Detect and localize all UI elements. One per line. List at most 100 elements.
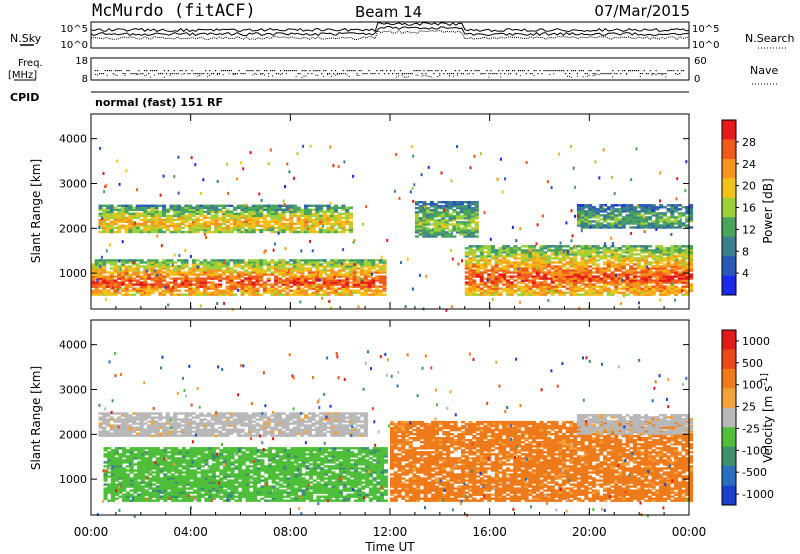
scatter-cell	[129, 485, 134, 488]
freq-dot	[236, 73, 238, 75]
scatter-cell	[337, 279, 342, 282]
scatter-cell	[655, 249, 660, 252]
scatter-cell	[132, 283, 137, 286]
nave-dot	[334, 74, 336, 76]
scatter-cell	[345, 263, 350, 266]
power-ylabel: Slant Range [km]	[29, 159, 43, 263]
scatter-cell	[441, 201, 446, 204]
scatter-cell	[595, 291, 600, 294]
scatter-cell	[206, 267, 211, 270]
scatter-cell	[259, 265, 264, 268]
scatter-cell	[225, 289, 230, 292]
scatter-cell	[170, 451, 175, 454]
scatter-cell	[140, 477, 145, 480]
scatter-cell	[670, 269, 675, 272]
scatter-cell	[677, 275, 682, 278]
scatter-cell	[255, 291, 260, 294]
scatter-cell	[532, 263, 537, 266]
scatter-cell	[307, 218, 312, 222]
scatter-cell	[233, 226, 238, 230]
scatter-cell	[270, 271, 275, 274]
scatter-cell	[124, 224, 129, 228]
scatter-cell	[188, 208, 193, 211]
scatter-cell	[670, 220, 675, 223]
scatter-cell	[651, 214, 656, 217]
scatter-cell	[285, 277, 290, 280]
freq-dot	[333, 73, 335, 75]
scatter-cell	[225, 279, 230, 282]
scatter-cell	[307, 261, 312, 264]
freq-dot	[338, 73, 341, 75]
scatter-cell	[651, 261, 656, 264]
scatter-cell	[677, 261, 682, 264]
scatter-cell	[174, 495, 179, 498]
scatter-cell	[606, 281, 611, 284]
scatter-cell	[251, 283, 256, 286]
scatter-cell	[139, 293, 144, 296]
scatter-cell	[345, 279, 350, 282]
scatter-cell	[135, 206, 140, 209]
nave-dot	[295, 76, 297, 78]
scatter-cell	[341, 224, 346, 228]
scatter-cell	[632, 222, 637, 225]
scatter-speckle	[602, 205, 605, 209]
scatter-cell	[681, 279, 686, 282]
scatter-cell	[163, 455, 168, 458]
scatter-cell	[169, 222, 174, 226]
scatter-cell	[296, 271, 301, 274]
scatter-cell	[640, 214, 645, 217]
scatter-cell	[580, 245, 585, 248]
scatter-cell	[670, 255, 675, 258]
scatter-cell	[666, 222, 671, 225]
scatter-cell	[167, 487, 172, 490]
scatter-cell	[414, 207, 419, 210]
scatter-speckle	[117, 288, 120, 292]
scatter-cell	[621, 226, 626, 229]
scatter-speckle	[274, 242, 276, 246]
scatter-cell	[554, 277, 559, 280]
scatter-cell	[319, 259, 324, 262]
scatter-cell	[159, 491, 164, 494]
scatter-cell	[266, 267, 271, 270]
scatter-cell	[262, 206, 267, 209]
scatter-cell	[558, 285, 563, 288]
scatter-cell	[144, 489, 149, 492]
scatter-cell	[595, 214, 600, 217]
scatter-cell	[167, 471, 172, 474]
scatter-cell	[441, 219, 446, 222]
scatter-cell	[106, 216, 111, 220]
scatter-cell	[618, 220, 623, 223]
station-title: McMurdo (fitACF)	[92, 1, 256, 21]
freq-dot	[98, 73, 101, 75]
scatter-cell	[441, 205, 446, 208]
scatter-cell	[266, 212, 271, 215]
scatter-cell	[547, 289, 552, 292]
scatter-cell	[148, 447, 153, 450]
scatter-cell	[681, 281, 686, 284]
scatter-cell	[341, 226, 346, 230]
scatter-cell	[319, 287, 324, 290]
scatter-cell	[487, 249, 492, 252]
scatter-cell	[143, 204, 148, 207]
scatter-cell	[498, 259, 503, 262]
freq-dot	[254, 73, 256, 75]
scatter-cell	[158, 222, 163, 226]
scatter-speckle	[267, 204, 270, 208]
scatter-cell	[214, 277, 219, 280]
scatter-cell	[422, 233, 427, 236]
scatter-cell	[464, 267, 469, 270]
scatter-cell	[296, 291, 301, 294]
scatter-cell	[120, 226, 125, 230]
scatter-cell	[487, 285, 492, 288]
freq-frame	[90, 57, 690, 81]
scatter-cell	[610, 251, 615, 254]
scatter-cell	[195, 220, 200, 224]
scatter-cell	[584, 249, 589, 252]
scatter-cell	[240, 283, 245, 286]
scatter-cell	[304, 269, 309, 272]
scatter-cell	[367, 271, 372, 274]
scatter-cell	[471, 227, 476, 230]
scatter-cell	[584, 267, 589, 270]
scatter-speckle	[674, 298, 677, 302]
scatter-cell	[345, 287, 350, 290]
